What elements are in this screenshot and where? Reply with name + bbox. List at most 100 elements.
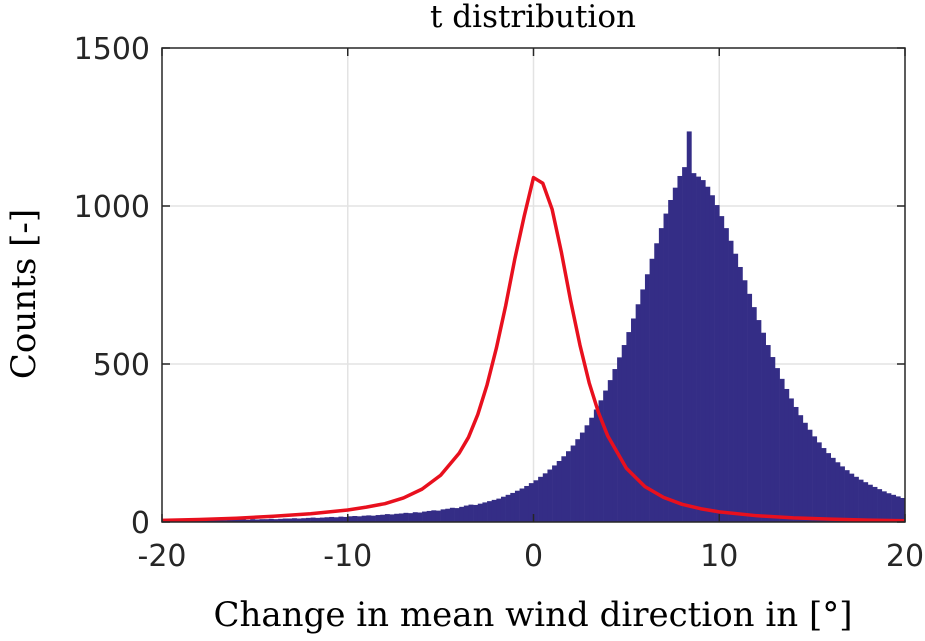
histogram-bar <box>756 320 762 522</box>
histogram-bar <box>584 425 590 522</box>
histogram-bar <box>329 516 335 522</box>
histogram-bar <box>473 504 479 522</box>
histogram-bar <box>598 400 604 522</box>
histogram-bar <box>380 514 386 522</box>
histogram-bar <box>867 484 873 522</box>
histogram-bar <box>644 274 650 522</box>
histogram-bar <box>709 195 715 523</box>
histogram-bar <box>566 451 571 522</box>
histogram-bar <box>361 515 367 522</box>
histogram-bar <box>798 415 804 522</box>
histogram-bar <box>552 465 558 522</box>
histogram-bar <box>881 491 887 522</box>
histogram-bar <box>589 417 595 522</box>
histogram-bar <box>199 520 205 522</box>
histogram-bar <box>849 473 855 522</box>
histogram-bar <box>784 388 790 522</box>
histogram-bar <box>463 505 469 522</box>
histogram-bar <box>496 498 502 522</box>
histogram-bar <box>635 304 641 522</box>
histogram-bar <box>305 517 311 522</box>
histogram-bar <box>691 173 697 523</box>
histogram-bar <box>431 510 437 522</box>
histogram-bar <box>663 213 669 523</box>
histogram-bar <box>700 180 706 522</box>
histogram-bar <box>487 501 493 522</box>
histogram-bar <box>816 442 822 522</box>
histogram-bar <box>844 470 850 522</box>
histogram-bar <box>895 496 901 522</box>
histogram-bar <box>696 176 701 522</box>
chart-title: t distribution <box>430 0 636 35</box>
histogram-bar <box>459 506 465 522</box>
histogram-bar <box>538 476 544 522</box>
x-tick-label: -20 <box>138 539 187 574</box>
histogram-bar <box>579 432 585 522</box>
histogram-bar <box>821 448 827 522</box>
histogram-bar <box>575 439 581 522</box>
histogram-bar <box>227 519 232 522</box>
histogram-bar <box>774 368 780 522</box>
histogram-bar <box>217 519 223 522</box>
histogram-bar <box>793 406 799 522</box>
histogram-bar <box>287 518 293 522</box>
histogram-bar <box>802 422 808 522</box>
histogram-bar <box>830 457 836 522</box>
histogram-bar <box>500 496 506 522</box>
histogram-bar <box>640 289 646 522</box>
histogram-bar <box>454 508 460 522</box>
histogram-bar <box>375 515 381 522</box>
histogram-bar <box>292 518 297 522</box>
y-axis-label: Counts [-] <box>4 209 44 379</box>
histogram-bar <box>482 502 488 522</box>
histogram-bar <box>528 483 534 522</box>
histogram-bar <box>203 520 209 522</box>
histogram-bar <box>445 508 451 522</box>
histogram-bar <box>259 519 265 522</box>
histogram-bar <box>301 518 307 522</box>
histogram-bar <box>654 243 660 522</box>
histogram-bar <box>765 345 771 522</box>
histogram-bar <box>617 357 623 522</box>
histogram-bar <box>733 253 739 522</box>
histogram-bar <box>533 480 539 522</box>
histogram-bar <box>510 492 516 522</box>
histogram-bar <box>310 517 316 522</box>
histogram-bar <box>626 332 632 522</box>
histogram-bar <box>858 479 864 522</box>
x-tick-label: 0 <box>524 539 543 574</box>
histogram-bar <box>728 240 734 522</box>
fit-curve <box>161 175 906 523</box>
histogram-bar <box>891 494 897 522</box>
histogram-bar <box>714 205 720 522</box>
y-tick-label: 1500 <box>74 32 150 67</box>
histogram-bar <box>236 519 242 522</box>
histogram-bar <box>658 228 664 522</box>
histogram-bar <box>631 318 636 522</box>
histogram-bar <box>761 332 766 522</box>
x-tick-label: 10 <box>700 539 738 574</box>
tick-marks <box>161 47 906 523</box>
histogram-bar <box>343 516 349 522</box>
histogram-bar <box>682 167 688 522</box>
histogram-bar <box>347 516 353 522</box>
histogram-bar <box>324 517 330 522</box>
histogram-bar <box>835 462 841 522</box>
histogram-bar <box>556 461 562 522</box>
histogram-bar <box>282 518 288 522</box>
histogram-bar <box>231 519 237 522</box>
histogram-bar <box>649 258 655 522</box>
histogram-bar <box>384 514 390 522</box>
histogram-bar <box>408 513 414 522</box>
histogram-bar <box>417 512 423 522</box>
y-tick-label: 0 <box>131 506 150 541</box>
x-tick-labels: -20 -10 0 10 20 <box>138 539 925 574</box>
histogram-bar <box>449 507 455 522</box>
histogram-bar <box>352 515 358 522</box>
histogram-bar <box>435 510 441 522</box>
histogram-bar <box>779 378 785 522</box>
histogram-bar <box>412 512 418 522</box>
histogram-bar <box>826 453 831 522</box>
histogram-bar <box>668 199 674 522</box>
